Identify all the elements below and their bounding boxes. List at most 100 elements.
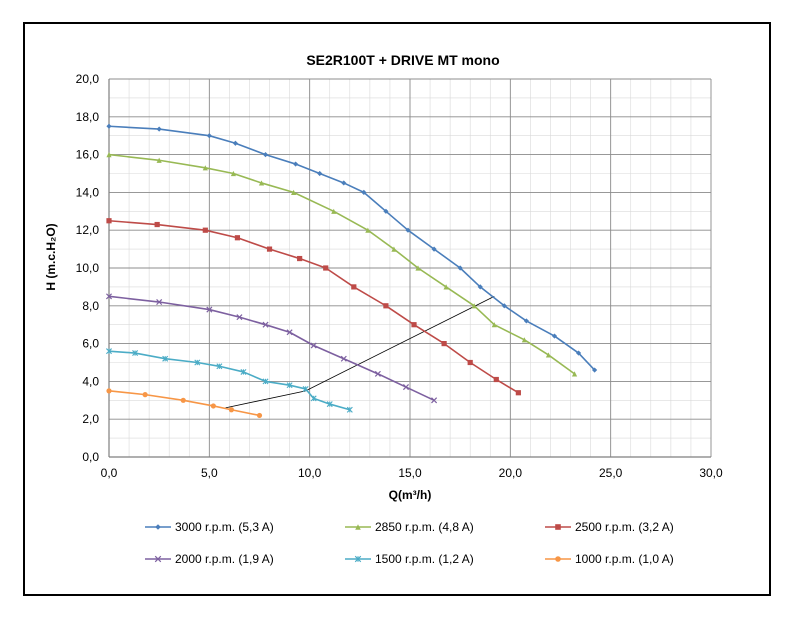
series-layer [105,123,598,419]
data-point [521,337,527,343]
data-point [228,407,235,413]
data-point [551,333,558,339]
data-point [234,235,241,241]
data-point [326,401,333,408]
data-point [194,359,201,366]
x-tick-label: 5,0 [201,466,218,480]
series-3 [106,218,521,396]
data-point [106,348,112,355]
data-point [230,170,237,177]
legend-item: 3000 r.p.m. (5,3 A) [145,520,274,534]
data-point [501,303,507,309]
data-point [491,322,497,328]
data-point [341,180,347,186]
chart-frame: 0,0 5,0 10,0 15,0 20,0 25,0 30,0 0,0 2,0 4,0 6,0 8… [23,22,771,596]
series-line [108,295,435,402]
data-point [206,306,213,313]
data-point [286,382,293,389]
data-point [323,265,329,271]
data-point-stroke [156,298,163,306]
series-1 [106,123,598,373]
series-4 [105,293,438,404]
data-point [331,208,337,214]
data-point [202,227,208,233]
data-point-stroke [206,306,213,313]
y-tick-label: 4,0 [82,374,99,388]
data-point [262,378,269,385]
data-point [156,126,162,132]
x-tick-label: 25,0 [599,466,623,480]
series-2 [106,152,578,377]
data-point [555,556,561,562]
data-point-stroke [154,555,162,563]
data-point [411,322,417,328]
legend: 3000 r.p.m. (5,3 A) 2850 r.p.m. (4,8 A) 25… [145,520,674,566]
chart-title: SE2R100T + DRIVE MT mono [306,52,499,68]
data-point [266,246,273,252]
data-point [383,208,389,214]
legend-label: 1500 r.p.m. (1,2 A) [375,552,474,566]
y-tick-label: 8,0 [82,299,99,313]
series-line [108,153,576,375]
data-point [317,170,323,177]
data-point [232,140,239,146]
data-point [106,123,112,129]
series-5 [106,348,353,413]
y-tick-label: 2,0 [82,412,99,426]
x-tick-label: 0,0 [101,466,118,480]
legend-item: 2000 r.p.m. (1,9 A) [145,552,274,566]
axes [108,79,711,458]
data-point-stroke [340,355,347,362]
y-tick-label: 0,0 [82,450,99,464]
data-point [493,376,499,383]
data-point-stroke [431,397,438,404]
series-6 [106,388,263,419]
x-tick-label: 20,0 [499,466,523,480]
data-point [258,180,265,186]
data-point [293,161,299,167]
data-point [355,524,361,530]
legend-label: 2500 r.p.m. (3,2 A) [575,520,674,534]
data-point [431,397,438,404]
data-point [545,352,552,358]
data-point [142,392,148,398]
y-tick-label: 10,0 [76,261,100,275]
x-tick-label: 15,0 [398,466,422,480]
data-point [431,246,437,252]
legend-item: 2500 r.p.m. (3,2 A) [545,520,674,534]
data-point-stroke [374,370,381,377]
series-line [108,219,519,394]
data-point [515,390,521,396]
y-tick-label: 12,0 [76,223,100,237]
data-point [154,221,160,228]
data-point [405,227,411,233]
legend-item: 2850 r.p.m. (4,8 A) [345,520,474,534]
data-point [354,555,362,563]
data-point-stroke [310,342,317,349]
y-tick-label: 14,0 [76,185,100,199]
data-point [262,321,269,328]
data-point [154,555,162,563]
data-point [471,303,477,309]
data-point-stroke [402,384,410,391]
x-tick-labels: 0,0 5,0 10,0 15,0 20,0 25,0 30,0 [101,466,723,480]
data-point [467,359,473,366]
data-point [402,384,410,391]
data-point [202,165,208,171]
data-point [340,355,347,362]
annotation-line [225,295,495,409]
data-point [106,388,112,394]
data-point [441,341,447,347]
data-point [132,350,139,357]
data-point [365,227,371,233]
chart-svg: 0,0 5,0 10,0 15,0 20,0 25,0 30,0 0,0 2,0 4,0 6,0 8… [44,52,723,566]
data-point [155,524,161,530]
legend-label: 2850 r.p.m. (4,8 A) [375,520,474,534]
data-point [297,255,303,262]
data-point-stroke [105,293,113,300]
data-point [391,246,397,252]
data-point [592,367,598,373]
data-point [415,265,421,271]
x-axis-title: Q(m³/h) [389,488,432,502]
series-line [108,350,351,411]
